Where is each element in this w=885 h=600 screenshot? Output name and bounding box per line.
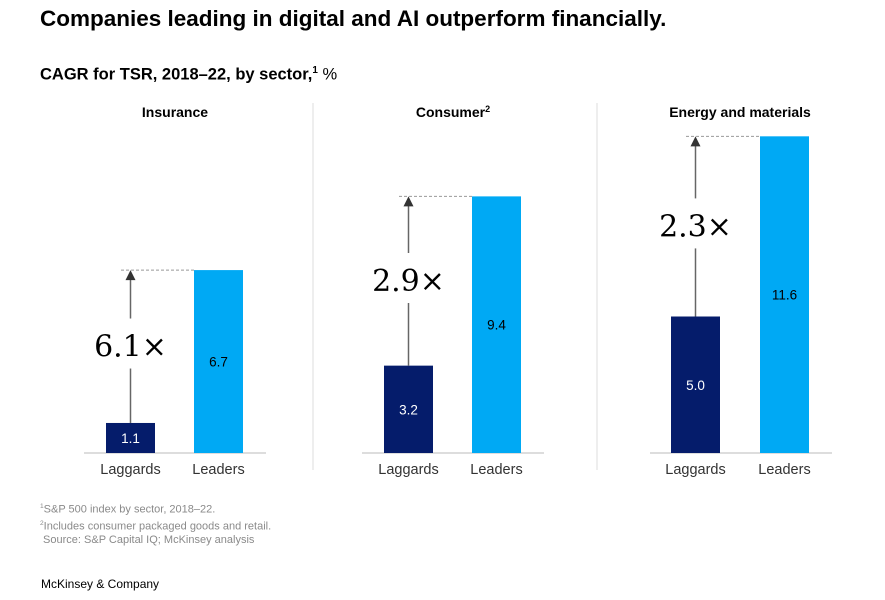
arrow-head-icon (403, 196, 414, 207)
category-label: Laggards (100, 462, 160, 478)
footnote-text: Includes consumer packaged goods and ret… (43, 520, 272, 533)
panel-title-footnote-marker: 2 (485, 104, 490, 114)
multiplier-label: 2.9× (372, 264, 445, 299)
multiplier-label: 6.1× (94, 330, 167, 365)
bar-value-label: 11.6 (772, 288, 797, 303)
bar-leaders (760, 136, 809, 453)
subtitle-footnote-marker: 1 (312, 65, 318, 76)
footnote-marker: 1 (40, 503, 44, 510)
bar-leaders (472, 196, 521, 453)
category-label: Laggards (665, 462, 725, 478)
bar-laggards (671, 316, 720, 453)
source-text: Source: S&P Capital IQ; McKinsey analysi… (40, 534, 255, 547)
footnote-marker: 2 (40, 519, 44, 527)
arrow-head-icon (690, 136, 701, 147)
footnote-2: 2Includes consumer packaged goods and re… (40, 517, 271, 534)
source-note: Source: S&P Capital IQ; McKinsey analysi… (40, 533, 271, 547)
bar-value-label: 3.2 (399, 402, 418, 417)
category-label: Laggards (378, 462, 438, 478)
arrow-head-icon (125, 270, 136, 281)
category-label: Leaders (470, 462, 522, 478)
bar-value-label: 1.1 (121, 431, 140, 446)
chart-subtitle: CAGR for TSR, 2018–22, by sector,1 % (40, 65, 337, 85)
bar-laggards (384, 365, 433, 453)
bar-value-label: 6.7 (209, 355, 228, 370)
unit-label: % (322, 65, 338, 84)
bar-laggards (106, 422, 155, 453)
bar-value-label: 9.4 (487, 318, 506, 333)
panel-title: Consumer2 (416, 104, 490, 120)
multiplier-label: 2.3× (659, 209, 732, 244)
brand-logo-text: McKinsey & Company (41, 577, 160, 591)
panel-title: Insurance (142, 104, 208, 120)
subtitle-text: CAGR for TSR, 2018–22, by sector, (40, 65, 313, 84)
footnote-text: S&P 500 index by sector, 2018–22. (43, 503, 216, 516)
bar-leaders (194, 270, 243, 453)
category-label: Leaders (192, 462, 244, 478)
chart-title: Companies leading in digital and AI outp… (40, 6, 667, 31)
panel-title: Energy and materials (669, 104, 811, 120)
bar-value-label: 5.0 (686, 378, 705, 393)
footnote-1: 1S&P 500 index by sector, 2018–22. (40, 500, 271, 517)
footnotes: 1S&P 500 index by sector, 2018–22. 2Incl… (40, 500, 271, 547)
bar-chart: Insurance 1.1 Laggards 6.7 Leaders 6.1× Consum… (84, 103, 832, 478)
category-label: Leaders (758, 462, 810, 478)
